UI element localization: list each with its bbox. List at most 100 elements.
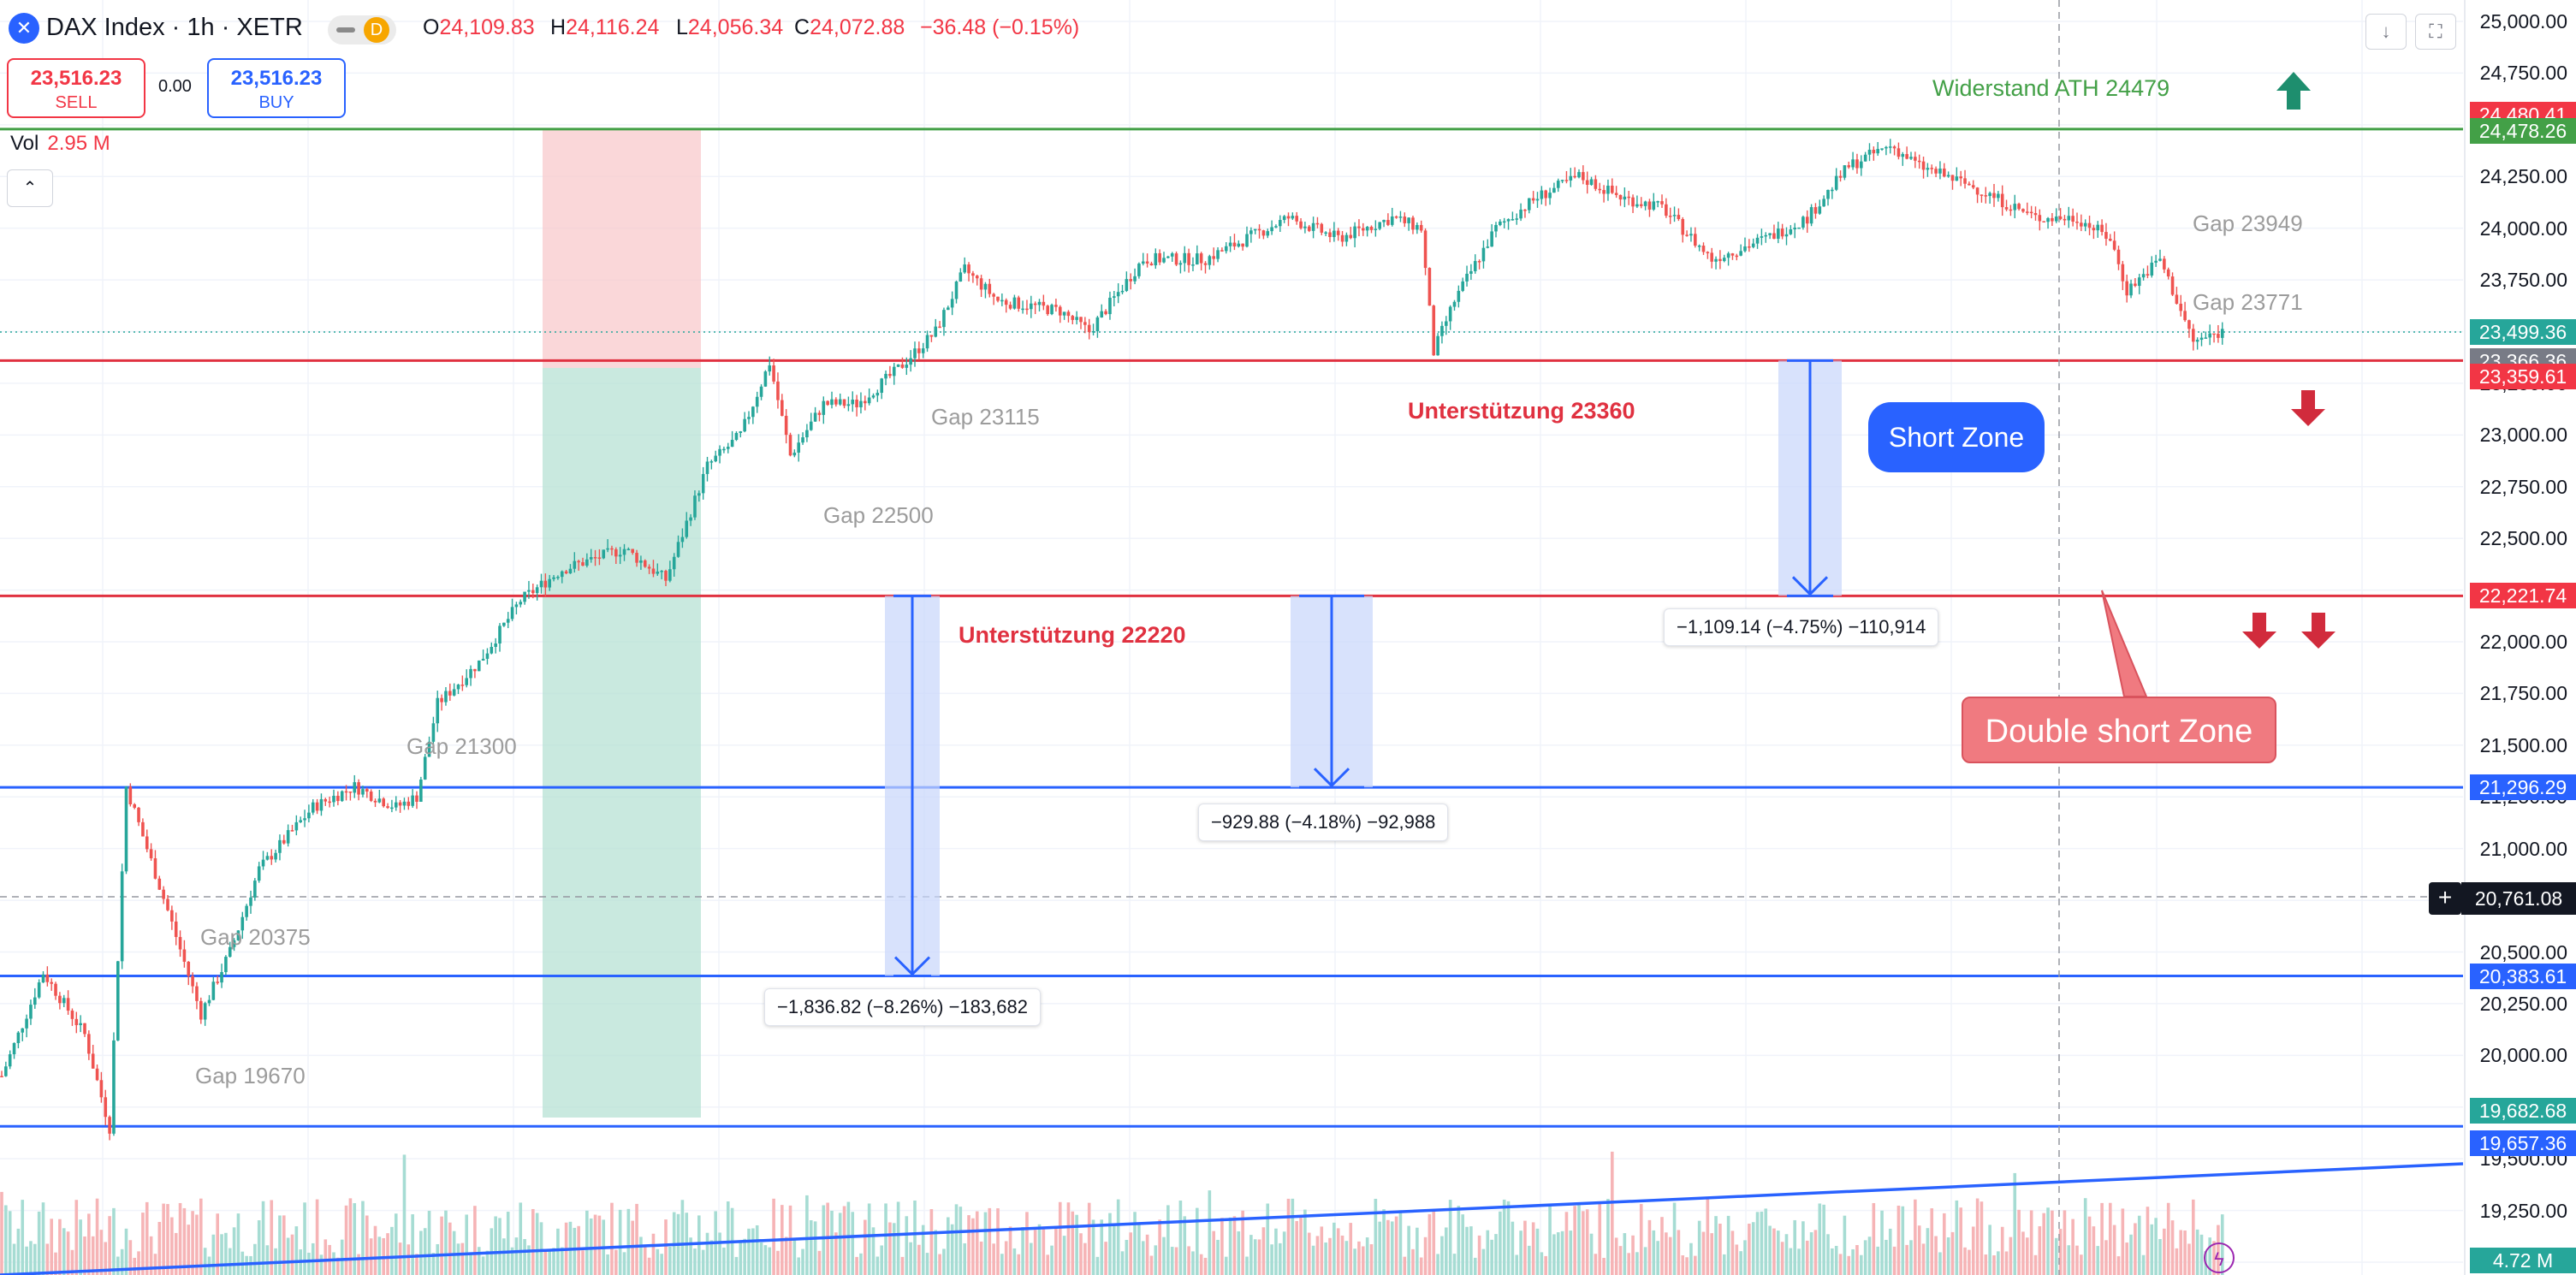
candle-body: [315, 802, 319, 811]
candle-body: [734, 432, 739, 441]
symbol-logo-icon[interactable]: ✕: [9, 13, 39, 44]
candle-body: [398, 802, 402, 806]
short-zone-callout[interactable]: Short Zone: [1868, 402, 2045, 472]
candle-body: [1477, 261, 1481, 263]
ohlc-high: H24,116.24: [550, 15, 660, 39]
symbol-title[interactable]: DAX Index · 1h · XETR: [46, 14, 303, 41]
volume-bar: [1614, 1237, 1618, 1275]
gap-label[interactable]: Gap 23771: [2193, 289, 2303, 315]
candle-body: [1892, 146, 1896, 149]
volume-bar: [979, 1241, 983, 1275]
support-23360-label[interactable]: Unterstützung 23360: [1408, 398, 1635, 424]
candle-body: [1266, 231, 1270, 236]
volume-bar: [1499, 1211, 1502, 1275]
level-lines[interactable]: [0, 0, 2463, 1275]
volume-bar: [1008, 1226, 1012, 1275]
add-alert-icon[interactable]: +: [2429, 882, 2461, 915]
candle-body: [220, 972, 223, 983]
candle-body: [1780, 228, 1784, 237]
gap-label[interactable]: Gap 21300: [407, 733, 517, 759]
gap-label[interactable]: Gap 22500: [823, 502, 934, 528]
price-tag-21296: 21,296.29: [2470, 774, 2576, 801]
candle-body: [1888, 146, 1892, 148]
volume-bar: [1448, 1200, 1452, 1275]
candle-body: [45, 974, 50, 982]
candle-body: [282, 839, 286, 844]
candle-body: [211, 981, 216, 1000]
candle-body: [664, 571, 668, 581]
gap-label[interactable]: Gap 20375: [200, 924, 311, 950]
volume-bar: [1685, 1257, 1689, 1275]
candle-body: [597, 557, 602, 559]
collapse-legend-button[interactable]: ⌃: [7, 169, 53, 207]
volume-bar: [1154, 1245, 1158, 1275]
measure-label-1[interactable]: −1,836.82 (−8.26%) −183,682: [764, 988, 1041, 1026]
candle-body: [174, 921, 178, 937]
volume-bar: [1735, 1244, 1739, 1275]
volume-bar: [344, 1205, 348, 1275]
volume-bar: [900, 1256, 905, 1275]
volume-bar: [2046, 1207, 2050, 1275]
candle-body: [917, 348, 921, 353]
candle-body: [2125, 281, 2128, 296]
volume-bar: [1291, 1198, 1295, 1275]
support-22220-label[interactable]: Unterstützung 22220: [959, 622, 1186, 648]
volume-bar: [1793, 1219, 1796, 1275]
volume-bar: [465, 1214, 468, 1275]
volume-bar: [2058, 1229, 2063, 1275]
measure-tools[interactable]: [885, 359, 1842, 978]
volume-bar: [855, 1256, 858, 1275]
volume-bar: [1797, 1248, 1801, 1275]
volume-bar: [108, 1216, 111, 1275]
candle-body: [606, 548, 609, 550]
volume-bar: [2104, 1240, 2108, 1275]
gap-label[interactable]: Gap 23115: [931, 404, 1040, 430]
buy-button[interactable]: 23,516.23 BUY: [207, 58, 346, 118]
volume-bar: [444, 1210, 448, 1275]
volume-bar: [747, 1228, 751, 1275]
candle-body: [1062, 311, 1066, 316]
double-short-zone-callout[interactable]: Double short Zone: [1962, 697, 2276, 763]
candle-body: [311, 802, 315, 813]
resistance-label[interactable]: Widerstand ATH 24479: [1932, 75, 2170, 101]
status-pill[interactable]: D: [328, 15, 396, 44]
measure-label-3[interactable]: −1,109.14 (−4.75%) −110,914: [1664, 608, 1939, 646]
volume-bar: [1357, 1241, 1361, 1275]
candle-body: [788, 435, 792, 456]
candle-body: [1042, 301, 1046, 306]
volume-bar: [431, 1253, 436, 1275]
volume-bar: [1295, 1220, 1298, 1275]
candle-body: [1486, 246, 1490, 248]
candle-body: [826, 400, 829, 406]
volume-bar: [50, 1219, 53, 1275]
sell-button[interactable]: 23,516.23 SELL: [7, 58, 145, 118]
gap-label[interactable]: Gap 23949: [2193, 211, 2303, 236]
volume-bar: [548, 1248, 551, 1275]
candle-body: [1196, 253, 1199, 265]
volume-bar: [1556, 1232, 1560, 1275]
candle-body: [1768, 233, 1772, 235]
volume-bar: [597, 1215, 602, 1275]
volume-bar: [33, 1243, 37, 1275]
volume-bar: [216, 1213, 219, 1275]
candle-body: [1274, 226, 1278, 228]
volume-bar: [2109, 1202, 2112, 1275]
download-icon[interactable]: ↓: [2365, 14, 2407, 50]
candle-body: [1046, 305, 1049, 315]
volume-bar: [2063, 1210, 2067, 1275]
price-tick-label: 24,750.00: [2479, 62, 2567, 85]
candle-body: [896, 364, 900, 367]
lightning-icon[interactable]: ϟ: [2204, 1242, 2235, 1273]
measure-label-2[interactable]: −929.88 (−4.18%) −92,988: [1198, 804, 1449, 841]
volume-bar: [1436, 1254, 1439, 1275]
buy-label: BUY: [258, 93, 294, 112]
candle-body: [1120, 290, 1125, 293]
volume-bar: [556, 1228, 560, 1275]
candle-body: [1257, 228, 1261, 231]
volume-bar: [971, 1218, 975, 1275]
gap-label[interactable]: Gap 19670: [195, 1063, 306, 1088]
volume-bar: [1104, 1242, 1107, 1275]
fullscreen-icon[interactable]: ⛶: [2415, 14, 2456, 50]
